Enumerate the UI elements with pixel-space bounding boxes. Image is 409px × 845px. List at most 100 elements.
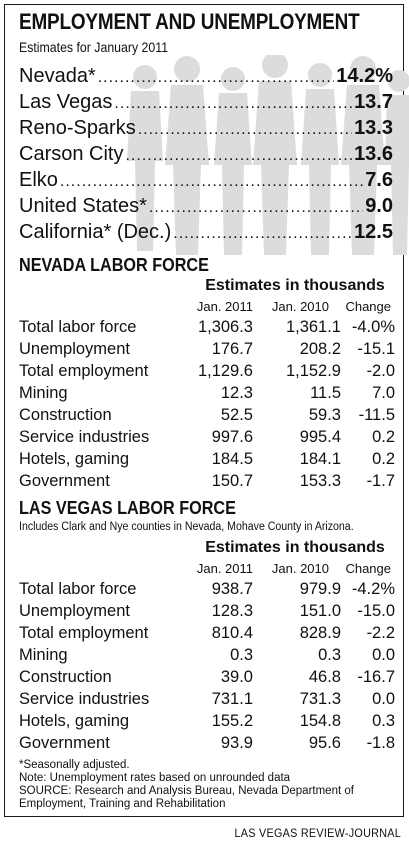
row-label: Unemployment <box>19 602 130 620</box>
table-row: Total employment 810.4 828.9 -2.2 <box>19 624 399 646</box>
rate-name: Carson City <box>19 143 124 165</box>
row-label: Hotels, gaming <box>19 450 130 468</box>
value-jan-2010: 995.4 <box>299 428 341 446</box>
rate-value: 14.2% <box>336 65 393 87</box>
table-row: Hotels, gaming 184.5 184.1 0.2 <box>19 450 399 472</box>
row-label: Total labor force <box>19 580 137 598</box>
rate-value: 13.7 <box>354 91 393 113</box>
table-row: Government 150.7 153.3 -1.7 <box>19 472 399 494</box>
dot-leader <box>125 147 352 165</box>
value-change: 7.0 <box>372 384 395 402</box>
rate-row-carson-city: Carson City 13.6 <box>19 143 393 169</box>
seasonal-footnote: *Seasonally adjusted. <box>19 759 130 771</box>
nevada-labor-table: Total labor force 1,306.3 1,361.1 -4.0% … <box>19 318 399 494</box>
value-jan-2010: 1,361.1 <box>285 318 341 336</box>
value-jan-2010: 731.3 <box>299 690 341 708</box>
table-row: Total labor force 1,306.3 1,361.1 -4.0% <box>19 318 399 340</box>
value-jan-2010: 59.3 <box>308 406 341 424</box>
dot-leader <box>149 199 363 217</box>
publication-credit: LAS VEGAS REVIEW-JOURNAL <box>234 826 401 840</box>
nevada-col-change: Change <box>345 299 391 314</box>
value-jan-2011: 12.3 <box>220 384 253 402</box>
value-jan-2010: 154.8 <box>299 712 341 730</box>
las-vegas-labor-table: Total labor force 938.7 979.9 -4.2% Unem… <box>19 580 399 756</box>
value-change: -16.7 <box>357 668 395 686</box>
rate-row-elko: Elko 7.6 <box>19 169 393 195</box>
value-jan-2010: 46.8 <box>308 668 341 686</box>
source-line-2: Employment, Training and Rehabilitation <box>19 798 226 810</box>
rate-name: Las Vegas <box>19 91 113 113</box>
value-jan-2010: 95.6 <box>308 734 341 752</box>
value-jan-2011: 52.5 <box>220 406 253 424</box>
nevada-col-jan-2010: Jan. 2010 <box>271 299 329 314</box>
table-row: Total labor force 938.7 979.9 -4.2% <box>19 580 399 602</box>
table-row: Mining 12.3 11.5 7.0 <box>19 384 399 406</box>
table-row: Service industries 997.6 995.4 0.2 <box>19 428 399 450</box>
value-jan-2011: 176.7 <box>211 340 253 358</box>
rate-value: 12.5 <box>354 221 393 243</box>
value-change: 0.2 <box>372 450 395 468</box>
value-jan-2011: 128.3 <box>211 602 253 620</box>
row-label: Hotels, gaming <box>19 712 130 730</box>
value-change: -2.0 <box>366 362 395 380</box>
value-jan-2010: 153.3 <box>299 472 341 490</box>
table-row: Hotels, gaming 155.2 154.8 0.3 <box>19 712 399 734</box>
value-jan-2010: 151.0 <box>299 602 341 620</box>
table-row: Mining 0.3 0.3 0.0 <box>19 646 399 668</box>
value-jan-2010: 0.3 <box>318 646 341 664</box>
value-jan-2011: 938.7 <box>211 580 253 598</box>
value-change: -15.1 <box>357 340 395 358</box>
value-jan-2010: 208.2 <box>299 340 341 358</box>
las-vegas-col-jan-2010: Jan. 2010 <box>271 561 329 576</box>
value-jan-2011: 155.2 <box>211 712 253 730</box>
dot-leader <box>114 95 352 113</box>
value-jan-2011: 810.4 <box>211 624 253 642</box>
row-label: Government <box>19 472 110 490</box>
rate-row-las-vegas: Las Vegas 13.7 <box>19 91 393 117</box>
rate-value: 13.6 <box>354 143 393 165</box>
value-change: -15.0 <box>357 602 395 620</box>
las-vegas-estimates-header: Estimates in thousands <box>205 539 385 556</box>
value-jan-2010: 979.9 <box>299 580 341 598</box>
source-line-1: SOURCE: Research and Analysis Bureau, Ne… <box>19 785 354 797</box>
value-change: 0.2 <box>372 428 395 446</box>
infographic-frame: EMPLOYMENT AND UNEMPLOYMENT Estimates fo… <box>4 4 409 817</box>
value-jan-2011: 150.7 <box>211 472 253 490</box>
row-label: Total employment <box>19 362 149 380</box>
value-change: -4.0% <box>351 318 395 336</box>
row-label: Mining <box>19 646 68 664</box>
dot-leader <box>173 225 352 243</box>
las-vegas-coverage-note: Includes Clark and Nye counties in Nevad… <box>19 521 354 533</box>
value-change: -2.2 <box>366 624 395 642</box>
page-subtitle: Estimates for January 2011 <box>19 39 169 55</box>
page-title: EMPLOYMENT AND UNEMPLOYMENT <box>19 9 360 34</box>
value-change: -1.8 <box>366 734 395 752</box>
value-jan-2010: 184.1 <box>299 450 341 468</box>
las-vegas-col-jan-2011: Jan. 2011 <box>196 561 253 576</box>
table-row: Government 93.9 95.6 -1.8 <box>19 734 399 756</box>
row-label: Government <box>19 734 110 752</box>
value-jan-2011: 184.5 <box>211 450 253 468</box>
rate-row-nevada: Nevada* 14.2% <box>19 65 393 91</box>
row-label: Construction <box>19 668 112 686</box>
las-vegas-col-change: Change <box>345 561 391 576</box>
value-jan-2010: 828.9 <box>299 624 341 642</box>
rate-value: 13.3 <box>354 117 393 139</box>
nevada-section-title: NEVADA LABOR FORCE <box>19 255 209 275</box>
dot-leader <box>98 69 335 87</box>
table-row: Unemployment 128.3 151.0 -15.0 <box>19 602 399 624</box>
dot-leader <box>60 173 363 191</box>
value-jan-2010: 1,152.9 <box>285 362 341 380</box>
rate-name: United States* <box>19 195 147 217</box>
nevada-col-jan-2011: Jan. 2011 <box>196 299 253 314</box>
value-jan-2011: 1,129.6 <box>197 362 253 380</box>
rate-value: 7.6 <box>365 169 393 191</box>
dot-leader <box>138 121 352 139</box>
table-row: Service industries 731.1 731.3 0.0 <box>19 690 399 712</box>
value-change: -1.7 <box>366 472 395 490</box>
row-label: Unemployment <box>19 340 130 358</box>
rate-name: Elko <box>19 169 58 191</box>
table-row: Total employment 1,129.6 1,152.9 -2.0 <box>19 362 399 384</box>
footnotes: *Seasonally adjusted. Note: Unemployment… <box>19 759 399 811</box>
value-change: 0.3 <box>372 712 395 730</box>
